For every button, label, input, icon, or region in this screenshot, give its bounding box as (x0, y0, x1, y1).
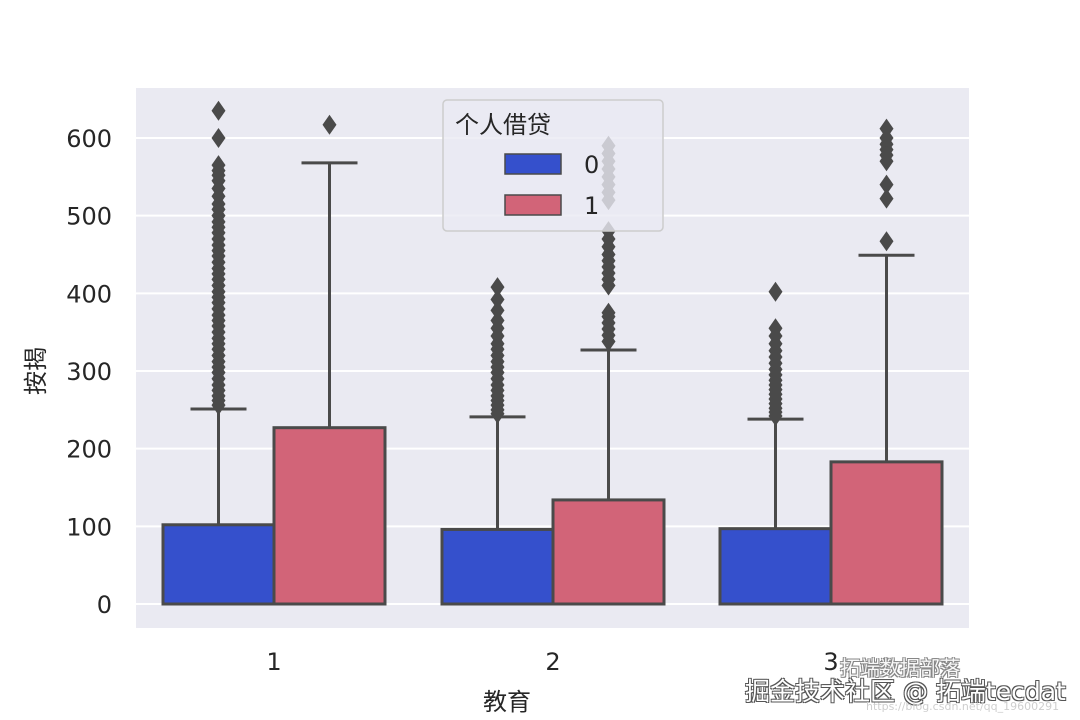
box-body (551, 498, 666, 606)
box-1-cat-3 (829, 118, 944, 606)
watermark-secondary: 拓端数据部落 (840, 656, 960, 680)
legend-title: 个人借贷 (455, 111, 551, 139)
outlier-marker (768, 281, 783, 302)
outlier-marker (490, 310, 505, 331)
box-body (440, 527, 555, 606)
outlier-marker (211, 127, 226, 148)
x-tick-label: 3 (823, 648, 838, 676)
outlier-marker (879, 174, 894, 195)
y-tick-label: 600 (66, 125, 112, 153)
outlier-marker (879, 231, 894, 252)
box-0-cat-3 (718, 281, 833, 606)
outlier-marker (211, 155, 226, 176)
outlier-marker (490, 300, 505, 321)
box-body (161, 523, 276, 606)
outlier-marker (490, 277, 505, 298)
outlier-marker (879, 188, 894, 209)
outlier-marker (601, 302, 616, 323)
legend-label-1: 1 (584, 192, 599, 220)
y-tick-label: 200 (66, 436, 112, 464)
outlier-marker (322, 114, 337, 135)
legend-swatch-1 (504, 194, 562, 216)
box-0-cat-2 (440, 277, 555, 606)
box-body (829, 460, 944, 606)
box-groups (161, 100, 944, 606)
x-axis-label: 教育 (483, 688, 531, 716)
outlier-marker (490, 289, 505, 310)
box-body (272, 426, 387, 606)
y-tick-label: 300 (66, 358, 112, 386)
legend-swatch-0 (504, 153, 562, 175)
box-0-cat-1 (161, 100, 276, 606)
outlier-marker (211, 100, 226, 121)
outlier-marker (879, 118, 894, 139)
y-tick-label: 0 (97, 591, 112, 619)
box-body (718, 527, 833, 606)
y-axis-label: 按揭 (22, 347, 50, 395)
y-axis-ticks: 0 100 200 300 400 500 600 (66, 125, 112, 619)
outlier-marker (768, 318, 783, 339)
y-tick-label: 400 (66, 280, 112, 308)
x-tick-label: 2 (545, 648, 560, 676)
x-axis-ticks: 1 2 3 (266, 648, 838, 676)
watermark-url: https://blog.csdn.net/qq_19600291 (866, 700, 1060, 713)
x-tick-label: 1 (266, 648, 281, 676)
box-1-cat-1 (272, 114, 387, 606)
y-tick-label: 500 (66, 203, 112, 231)
legend: 个人借贷 0 1 (442, 99, 664, 232)
legend-label-0: 0 (584, 151, 599, 179)
watermark-main: 掘金技术社区 @ 拓端tecdat (745, 677, 1066, 706)
y-tick-label: 100 (66, 513, 112, 541)
